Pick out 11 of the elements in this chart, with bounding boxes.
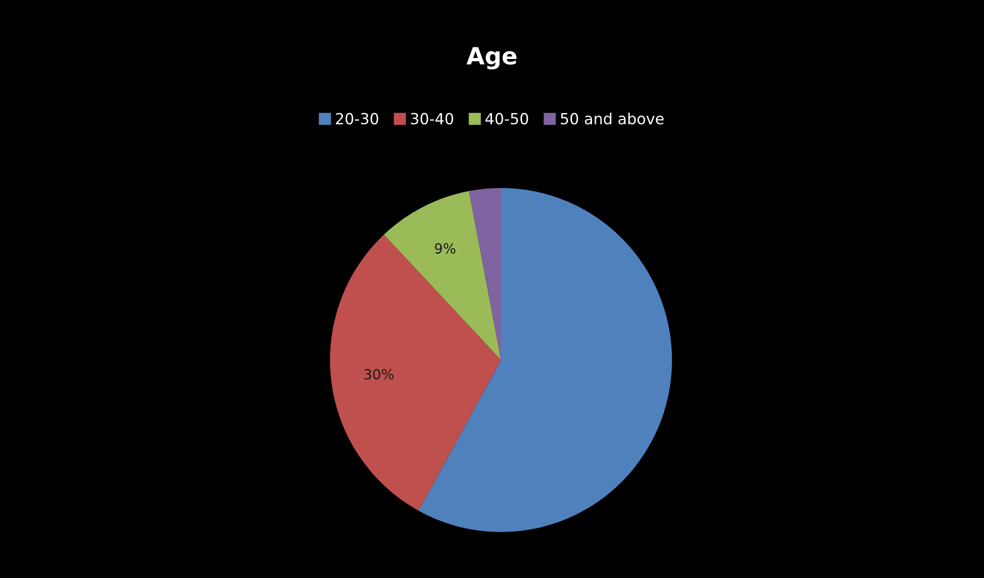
legend-label: 50 and above [560,112,664,124]
pie-slice [418,188,672,532]
data-label: 9% [434,243,456,254]
pie-slice [384,191,501,360]
legend-label: 20-30 [336,112,378,124]
legend-label: 30-40 [410,112,454,124]
pie-slice [468,188,501,360]
legend-label: 40-50 [485,112,528,124]
pie-slice [330,234,501,511]
chart-title: Age [466,47,516,70]
data-label: 30% [364,369,394,380]
